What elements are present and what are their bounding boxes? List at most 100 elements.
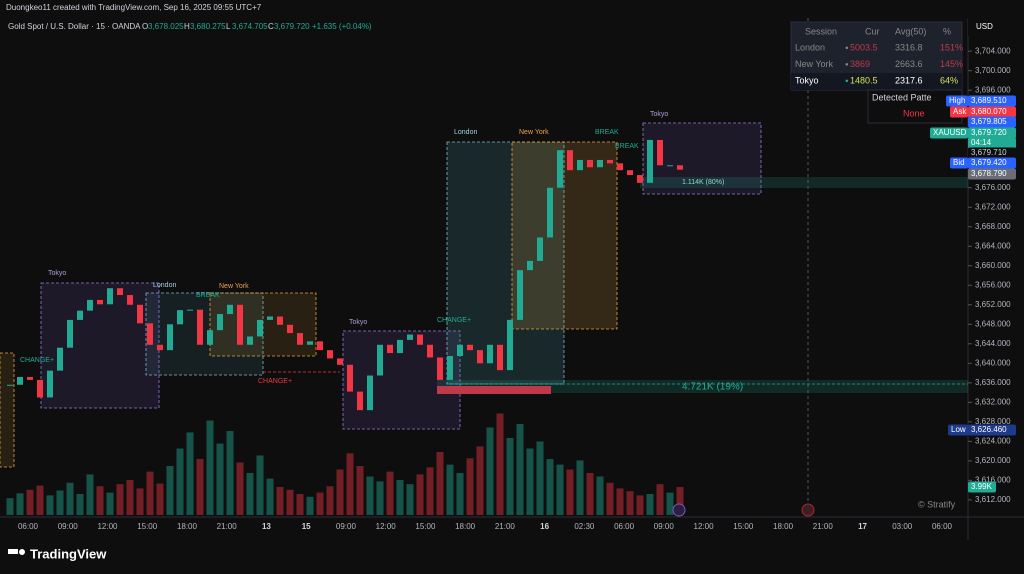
volume-bar	[626, 491, 634, 515]
volume-bar	[246, 473, 254, 515]
volume-bar	[206, 420, 214, 515]
candle	[387, 344, 393, 354]
y-tick-label: 3,700.000	[975, 66, 1011, 75]
volume-bar	[666, 492, 674, 515]
y-tick-label: 3,628.000	[975, 417, 1011, 426]
candle	[637, 175, 643, 183]
price-tag-box	[950, 106, 968, 118]
candle	[197, 309, 203, 345]
candle	[77, 310, 83, 320]
change-label: CHANGE+	[437, 317, 471, 324]
candle	[367, 375, 373, 411]
price-tag: 3,680.070	[971, 107, 1007, 116]
session-label: New York	[519, 129, 549, 136]
candle	[27, 376, 33, 380]
candle	[227, 304, 233, 315]
volume-bar	[356, 466, 364, 515]
table-cell: 151%	[940, 42, 963, 52]
price-tag-box	[930, 127, 968, 139]
candle	[397, 339, 403, 354]
candle	[597, 159, 603, 168]
price-tag: 3,679.710	[971, 148, 1007, 157]
volume-bar	[16, 493, 24, 515]
volume-bar	[466, 458, 474, 515]
volume-bar	[66, 482, 74, 515]
pattern-title: Detected Patte	[872, 92, 932, 102]
volume-bar	[386, 471, 394, 515]
price-tag: Bid	[953, 158, 965, 167]
table-header: Session	[805, 26, 837, 36]
volume-bar	[616, 488, 624, 515]
volume-bar	[336, 469, 344, 515]
y-tick-label: 3,616.000	[975, 475, 1011, 484]
candle	[7, 384, 13, 386]
candle	[187, 309, 193, 311]
x-tick-label: 15	[302, 522, 311, 531]
volume-bar	[186, 432, 194, 515]
logo-mark	[8, 549, 18, 554]
x-tick-label: 06:00	[614, 522, 635, 531]
price-tag: 3,689.510	[971, 96, 1007, 105]
volume-bar	[586, 473, 594, 515]
price-tag-box	[948, 424, 968, 436]
currency[interactable]: USD	[976, 22, 993, 31]
candle	[647, 139, 653, 183]
y-tick-label: 3,668.000	[975, 222, 1011, 231]
volume-bar	[506, 438, 514, 515]
overlay-labels: Tokyo London New York BREAK CHANGE+ CHAN…	[20, 111, 956, 510]
candle	[437, 357, 443, 380]
table-header: %	[943, 26, 951, 36]
table-cell: ●	[845, 79, 849, 85]
x-tick-label: 02:30	[574, 522, 595, 531]
volume-bar	[676, 487, 684, 515]
y-tick-label: 3,620.000	[975, 456, 1011, 465]
candle	[37, 379, 43, 398]
volume-bar	[486, 427, 494, 515]
candle	[577, 159, 583, 171]
table-cell: 3869	[850, 59, 870, 69]
table-cell: 3316.8	[895, 42, 923, 52]
price-tag: 3,679.420	[971, 158, 1007, 167]
price-tag: 04:14	[971, 138, 992, 147]
price-tag-box	[968, 95, 1016, 107]
event-icon[interactable]	[801, 503, 815, 517]
ohlc-value: 3,680.275	[190, 22, 226, 31]
candle	[267, 316, 273, 320]
y-tick-label: 3,640.000	[975, 358, 1011, 367]
candle	[97, 299, 103, 305]
ohlc-value: 3,679.720	[274, 22, 310, 31]
volume-bar	[456, 473, 464, 515]
candle	[497, 344, 503, 371]
candle	[177, 310, 183, 325]
x-tick-label: 13	[262, 522, 271, 531]
candle	[17, 376, 23, 385]
candle	[547, 187, 553, 238]
session-label: London	[153, 282, 176, 289]
volume-bar	[196, 459, 204, 515]
volume-bar	[446, 464, 454, 515]
candle	[467, 344, 473, 351]
break-label: BREAK	[196, 292, 220, 299]
y-tick-label: 3,624.000	[975, 436, 1011, 445]
volume-bar	[326, 486, 334, 515]
price-tag: Low	[951, 425, 966, 434]
price-tag-box	[968, 481, 996, 493]
x-tick-label: 06:00	[18, 522, 39, 531]
volume-bar	[656, 484, 664, 515]
x-tick-label: 06:00	[932, 522, 953, 531]
candle	[57, 347, 63, 371]
brand[interactable]: TradingView	[30, 546, 107, 561]
volume-bar	[236, 462, 244, 515]
volume-zone-bar	[437, 386, 551, 394]
candle	[667, 165, 673, 167]
candle	[107, 288, 113, 305]
candle	[527, 260, 533, 271]
event-icon[interactable]	[672, 503, 686, 517]
candle	[617, 163, 623, 171]
volume-bar	[376, 481, 384, 515]
price-tag-box	[968, 168, 1016, 180]
candle	[447, 355, 453, 380]
volume-bar	[496, 413, 504, 515]
session-label: New York	[219, 283, 249, 290]
y-tick-label: 3,664.000	[975, 241, 1011, 250]
